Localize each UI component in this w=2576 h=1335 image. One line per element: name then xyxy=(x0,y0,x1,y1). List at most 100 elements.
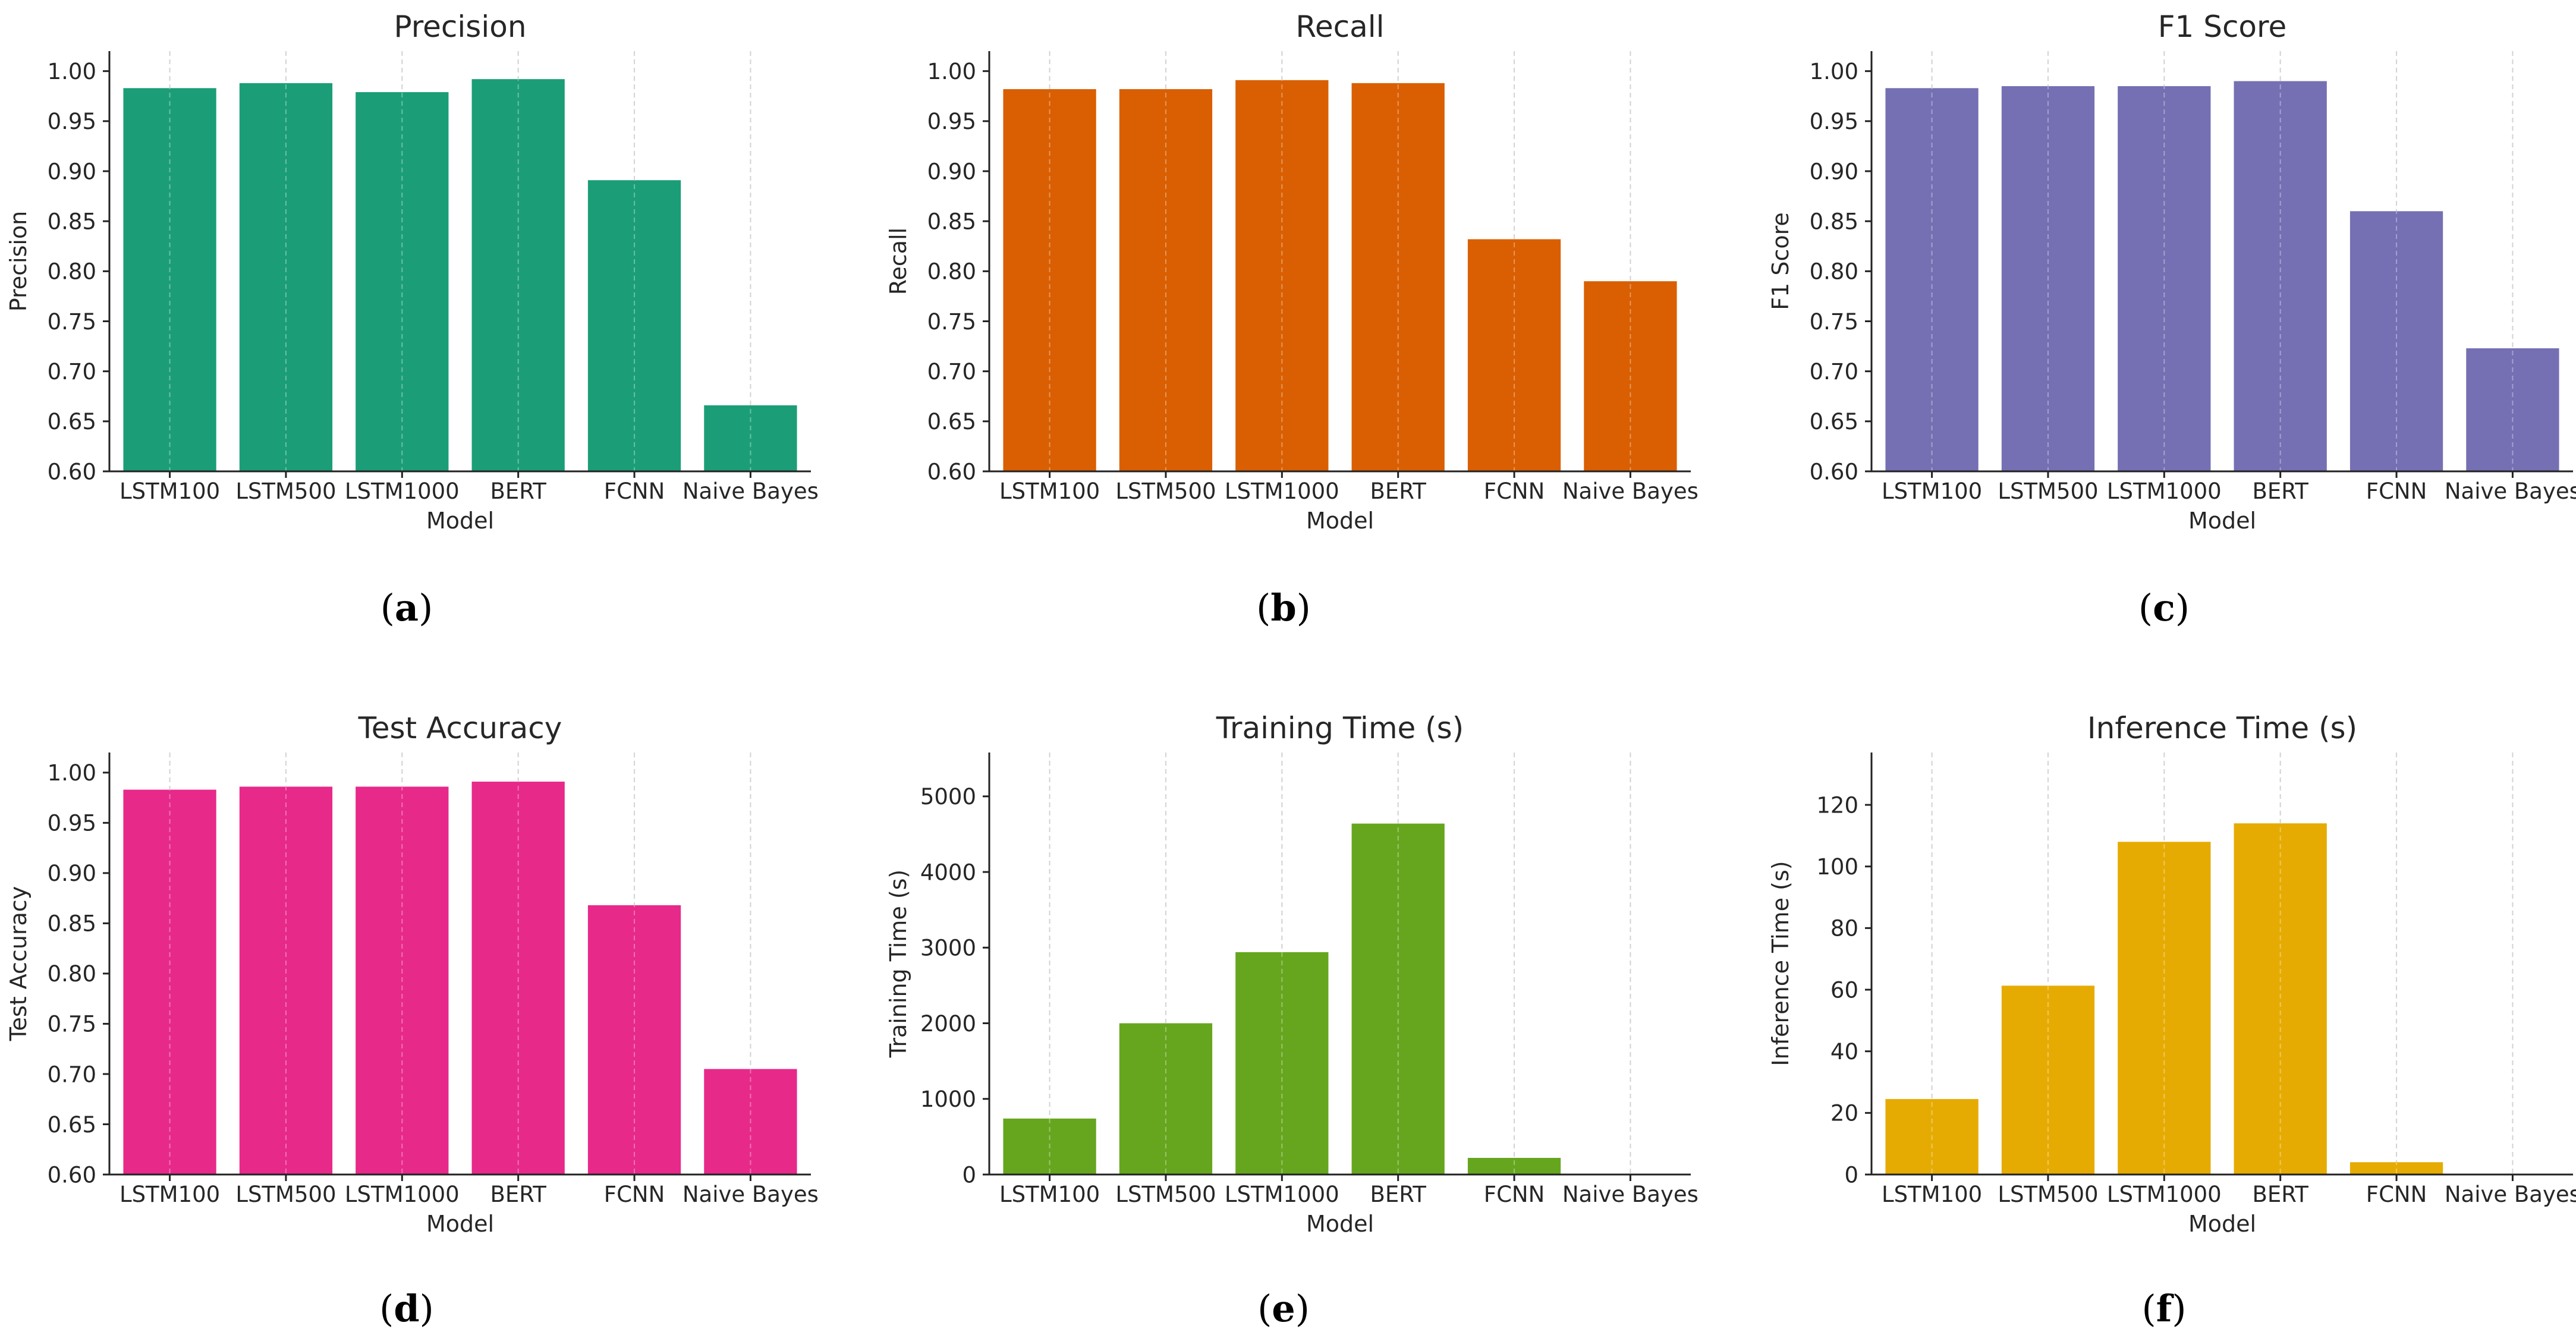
x-axis-label: Model xyxy=(2188,508,2256,534)
x-tick-label: LSTM1000 xyxy=(1225,1182,1339,1207)
chart-title: Recall xyxy=(1295,10,1384,44)
y-tick-label: 0 xyxy=(962,1162,976,1188)
x-tick-label: LSTM500 xyxy=(235,478,336,504)
bar-fcnn xyxy=(2349,211,2443,471)
chart-inference_time: 0 20 40 60 80 100 120 LSTM100 LSTM500 LSTM1000 BER… xyxy=(1767,711,2576,1330)
y-tick-label: 0.90 xyxy=(48,861,96,886)
bar-lstm1000 xyxy=(2118,86,2211,471)
y-tick-label: 1.00 xyxy=(48,59,96,84)
panel-label: (d) xyxy=(379,1287,434,1330)
bar-lstm100 xyxy=(1003,1118,1096,1175)
y-tick-label: 0.60 xyxy=(1810,459,1858,484)
bar-lstm500 xyxy=(1119,1023,1213,1175)
y-tick-label: 0.75 xyxy=(927,309,976,335)
y-tick-label: 0 xyxy=(1844,1162,1858,1188)
bar-lstm100 xyxy=(1885,88,1979,472)
x-tick-label: FCNN xyxy=(1484,478,1545,504)
y-tick-label: 5000 xyxy=(920,784,976,810)
y-tick-label: 2000 xyxy=(920,1011,976,1037)
bar-lstm1000 xyxy=(356,92,449,471)
y-axis-label: Recall xyxy=(885,228,911,295)
x-tick-label: Naive Bayes xyxy=(1562,478,1699,504)
y-tick-label: 120 xyxy=(1816,792,1858,818)
y-tick-label: 0.85 xyxy=(48,209,96,234)
x-tick-label: Naive Bayes xyxy=(2445,1182,2576,1207)
bar-bert xyxy=(1351,83,1445,471)
bar-lstm100 xyxy=(123,789,216,1175)
y-tick-label: 0.65 xyxy=(48,409,96,434)
chart-accuracy: 0.60 0.65 0.70 0.75 0.80 0.85 0.90 0.95 1.00 LSTM… xyxy=(5,711,819,1330)
bar-naive-bayes xyxy=(1584,281,1677,471)
y-tick-label: 0.75 xyxy=(48,1012,96,1037)
x-tick-label: BERT xyxy=(2252,1182,2308,1207)
y-tick-label: 1000 xyxy=(920,1087,976,1112)
x-tick-label: BERT xyxy=(1370,478,1426,504)
y-tick-label: 1.00 xyxy=(48,760,96,786)
bar-bert xyxy=(2234,823,2327,1175)
panel-label: (f) xyxy=(2141,1287,2186,1330)
y-tick-label: 0.70 xyxy=(48,359,96,385)
x-tick-label: FCNN xyxy=(2366,478,2427,504)
y-tick-label: 4000 xyxy=(920,859,976,885)
y-tick-label: 0.70 xyxy=(48,1062,96,1087)
y-tick-label: 0.65 xyxy=(1810,409,1858,434)
bar-lstm500 xyxy=(239,786,333,1175)
x-tick-label: BERT xyxy=(490,478,546,504)
y-tick-label: 0.75 xyxy=(1810,309,1858,335)
x-tick-label: Naive Bayes xyxy=(2445,478,2576,504)
y-tick-label: 0.65 xyxy=(927,409,976,434)
y-tick-label: 0.60 xyxy=(927,459,976,484)
y-tick-label: 0.90 xyxy=(927,159,976,184)
bar-bert xyxy=(471,79,565,472)
chart-f1: 0.60 0.65 0.70 0.75 0.80 0.85 0.90 0.95 1.00 LSTM… xyxy=(1767,10,2576,629)
y-tick-label: 100 xyxy=(1816,854,1858,880)
y-tick-label: 0.60 xyxy=(48,459,96,484)
chart-title: Precision xyxy=(394,10,526,44)
x-tick-label: LSTM500 xyxy=(1998,1182,2098,1207)
bar-fcnn xyxy=(1467,1158,1561,1175)
y-tick-label: 0.95 xyxy=(48,109,96,134)
x-tick-label: LSTM1000 xyxy=(2107,1182,2222,1207)
x-axis-label: Model xyxy=(426,508,494,534)
y-tick-label: 0.90 xyxy=(48,159,96,184)
y-tick-label: 0.85 xyxy=(1810,209,1858,234)
bar-lstm1000 xyxy=(2118,842,2211,1175)
y-tick-label: 1.00 xyxy=(927,59,976,84)
x-tick-label: LSTM1000 xyxy=(345,1182,460,1207)
chart-recall: 0.60 0.65 0.70 0.75 0.80 0.85 0.90 0.95 1.00 LSTM… xyxy=(885,10,1699,629)
bar-lstm1000 xyxy=(1235,952,1329,1175)
panel-label: (e) xyxy=(1257,1287,1310,1330)
y-tick-label: 0.95 xyxy=(1810,109,1858,134)
y-tick-label: 0.95 xyxy=(927,109,976,134)
bar-fcnn xyxy=(1467,239,1561,471)
bar-naive-bayes xyxy=(704,405,797,471)
y-tick-label: 20 xyxy=(1830,1101,1858,1126)
bar-bert xyxy=(1351,823,1445,1175)
y-tick-label: 0.80 xyxy=(927,259,976,285)
x-tick-label: LSTM500 xyxy=(1115,478,1216,504)
x-tick-label: LSTM100 xyxy=(999,1182,1100,1207)
bar-fcnn xyxy=(2349,1162,2443,1175)
y-tick-label: 0.85 xyxy=(927,209,976,234)
y-tick-label: 0.60 xyxy=(48,1162,96,1188)
y-axis-label: Precision xyxy=(5,211,32,312)
y-tick-label: 80 xyxy=(1830,916,1858,942)
x-tick-label: LSTM500 xyxy=(1998,478,2098,504)
chart-precision: 0.60 0.65 0.70 0.75 0.80 0.85 0.90 0.95 1.00 LSTM… xyxy=(5,10,819,629)
x-tick-label: LSTM500 xyxy=(235,1182,336,1207)
bar-lstm1000 xyxy=(1235,80,1329,472)
bar-lstm100 xyxy=(1885,1099,1979,1175)
x-tick-label: FCNN xyxy=(2366,1182,2427,1207)
x-tick-label: LSTM500 xyxy=(1115,1182,1216,1207)
y-tick-label: 0.90 xyxy=(1810,159,1858,184)
x-axis-label: Model xyxy=(426,1211,494,1237)
chart-title: Inference Time (s) xyxy=(2087,711,2357,745)
x-tick-label: Naive Bayes xyxy=(1562,1182,1699,1207)
bar-lstm500 xyxy=(2001,985,2095,1175)
y-axis-label: Test Accuracy xyxy=(5,886,32,1041)
y-tick-label: 0.75 xyxy=(48,309,96,335)
x-tick-label: FCNN xyxy=(604,478,665,504)
x-tick-label: BERT xyxy=(1370,1182,1426,1207)
bar-fcnn xyxy=(587,905,681,1175)
